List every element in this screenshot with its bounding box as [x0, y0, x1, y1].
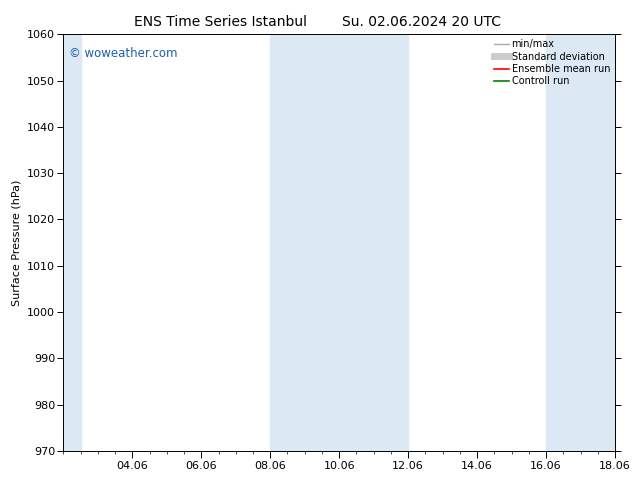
Legend: min/max, Standard deviation, Ensemble mean run, Controll run: min/max, Standard deviation, Ensemble me…	[492, 37, 612, 88]
Text: ENS Time Series Istanbul        Su. 02.06.2024 20 UTC: ENS Time Series Istanbul Su. 02.06.2024 …	[134, 15, 500, 29]
Bar	[546, 34, 615, 451]
Bar	[63, 34, 81, 451]
Y-axis label: Surface Pressure (hPa): Surface Pressure (hPa)	[11, 179, 22, 306]
Bar	[339, 34, 408, 451]
Bar	[270, 34, 339, 451]
Text: © woweather.com: © woweather.com	[69, 47, 178, 60]
Bar	[615, 34, 632, 451]
